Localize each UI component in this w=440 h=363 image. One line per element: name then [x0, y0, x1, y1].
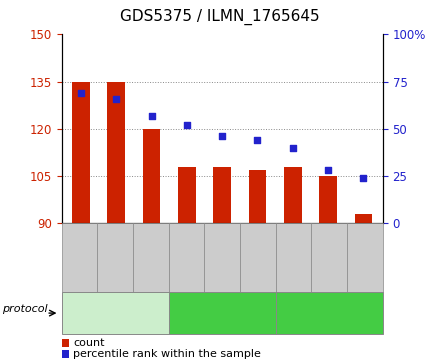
Text: percentile rank within the sample: percentile rank within the sample [73, 348, 261, 359]
Text: shDEK17 shRNA
knockdown: shDEK17 shRNA knockdown [290, 302, 369, 324]
Bar [319, 176, 337, 223]
Bar [107, 82, 125, 223]
Bar [249, 170, 266, 223]
Bar [355, 214, 372, 223]
Bar [284, 167, 301, 223]
Point [289, 145, 296, 151]
Point [254, 137, 261, 143]
Bar [213, 167, 231, 223]
Text: shDEK14 shRNA
knockdown: shDEK14 shRNA knockdown [183, 302, 262, 324]
Bar [143, 129, 161, 223]
Point [148, 113, 155, 119]
Text: empty vector
shRNA control: empty vector shRNA control [81, 302, 150, 324]
Bar [178, 167, 196, 223]
Text: count: count [73, 338, 105, 348]
Bar [72, 82, 90, 223]
Point [219, 134, 226, 139]
Point [113, 96, 120, 102]
Point [77, 90, 84, 96]
Text: GDS5375 / ILMN_1765645: GDS5375 / ILMN_1765645 [120, 9, 320, 25]
Point [325, 167, 332, 173]
Point [360, 175, 367, 181]
Text: protocol: protocol [2, 305, 48, 314]
Point [183, 122, 191, 128]
